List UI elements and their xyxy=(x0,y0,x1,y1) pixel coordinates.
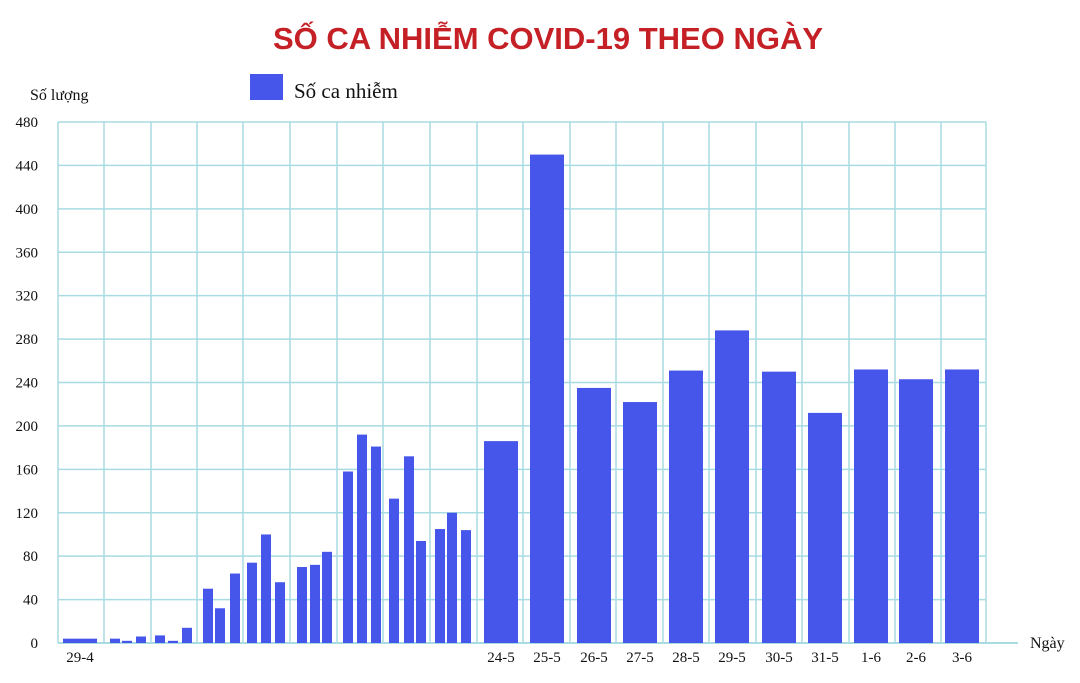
y-tick-label: 320 xyxy=(16,289,39,305)
y-axis-label: Số lượng xyxy=(30,87,88,104)
bars xyxy=(63,154,979,643)
x-axis-label: Ngày xyxy=(1030,635,1065,652)
bar xyxy=(461,530,471,643)
bar xyxy=(669,370,703,643)
bar xyxy=(715,330,749,643)
bar xyxy=(530,154,564,643)
bar xyxy=(416,540,426,643)
bar xyxy=(275,582,285,643)
bar xyxy=(261,534,271,643)
x-tick-label: 27-5 xyxy=(626,650,654,666)
y-tick-label: 400 xyxy=(16,202,39,218)
bar xyxy=(577,387,611,643)
bar xyxy=(808,412,842,643)
x-tick-label: 26-5 xyxy=(580,650,608,666)
y-tick-label: 40 xyxy=(23,593,38,609)
y-tick-label: 120 xyxy=(16,506,39,522)
bar xyxy=(230,573,240,643)
bar xyxy=(136,636,146,643)
bar xyxy=(322,551,332,643)
bar xyxy=(435,529,445,643)
y-tick-label: 480 xyxy=(16,115,39,131)
bar xyxy=(182,627,192,643)
bar xyxy=(484,441,518,643)
y-tick-label: 200 xyxy=(16,419,39,435)
bar xyxy=(623,402,657,643)
x-tick-label: 3-6 xyxy=(952,650,972,666)
bar xyxy=(389,498,399,643)
y-tick-label: 280 xyxy=(16,332,39,348)
y-tick-labels: 0 40 80 120 160 200 240 280 320 360 400 440 480 xyxy=(16,115,39,652)
x-tick-labels: 29-4 24-5 25-5 26-5 27-5 28-5 29-5 30-5 31-5 1-6 2… xyxy=(66,650,972,666)
x-tick-label: 24-5 xyxy=(487,650,515,666)
bar xyxy=(404,456,414,643)
bar xyxy=(122,640,132,643)
legend-swatch xyxy=(250,74,283,100)
bar xyxy=(854,369,888,643)
bar xyxy=(371,446,381,643)
bar xyxy=(247,562,257,643)
bar xyxy=(297,567,307,643)
bar xyxy=(168,640,178,643)
bar xyxy=(447,512,457,643)
x-tick-label: 28-5 xyxy=(672,650,700,666)
bar xyxy=(310,564,320,643)
x-tick-label: 25-5 xyxy=(533,650,561,666)
x-tick-label: 2-6 xyxy=(906,650,926,666)
y-tick-label: 360 xyxy=(16,245,39,261)
x-tick-label: 1-6 xyxy=(861,650,881,666)
bar xyxy=(155,635,165,643)
x-tick-label: 31-5 xyxy=(811,650,839,666)
y-tick-label: 0 xyxy=(31,636,39,652)
bar xyxy=(357,434,367,643)
bar xyxy=(63,638,97,643)
chart-title: SỐ CA NHIỄM COVID-19 THEO NGÀY xyxy=(273,20,823,56)
x-tick-label: 30-5 xyxy=(765,650,793,666)
bar xyxy=(343,471,353,643)
bar xyxy=(762,371,796,643)
bar xyxy=(945,369,979,643)
y-tick-label: 80 xyxy=(23,549,38,565)
x-tick-label: 29-5 xyxy=(718,650,746,666)
x-tick-label: 29-4 xyxy=(66,650,94,666)
legend-label: Số ca nhiễm xyxy=(294,79,398,103)
y-tick-label: 440 xyxy=(16,158,39,174)
bar xyxy=(203,588,213,643)
y-tick-label: 240 xyxy=(16,376,39,392)
gridlines xyxy=(57,121,1018,644)
y-tick-label: 160 xyxy=(16,462,39,478)
bar xyxy=(110,638,120,643)
bar xyxy=(899,379,933,643)
bar xyxy=(215,608,225,643)
